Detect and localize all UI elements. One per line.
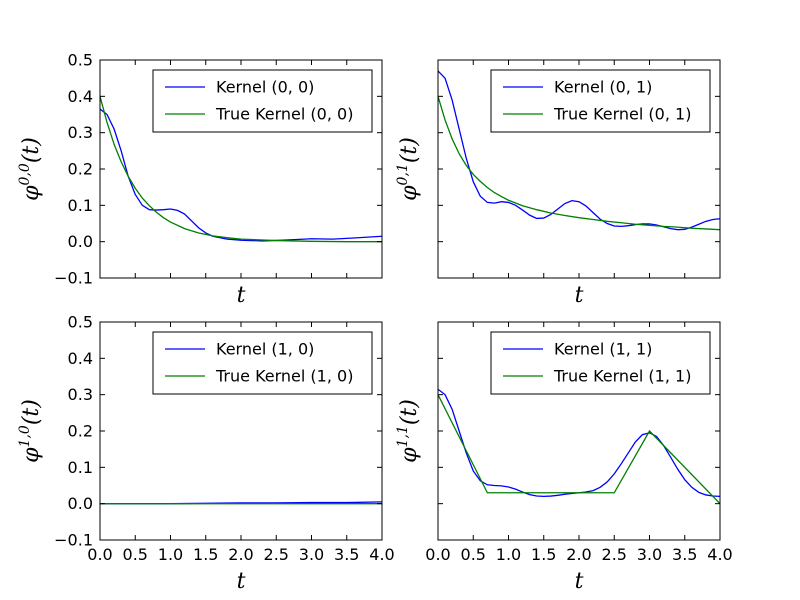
legend-label: True Kernel (1, 0): [215, 367, 353, 386]
y-tick-label: 0.3: [68, 385, 93, 404]
x-tick-label: 2.0: [566, 545, 591, 564]
series-line-1: [438, 394, 720, 505]
x-tick-label: 3.0: [299, 545, 324, 564]
legend-label: True Kernel (1, 1): [553, 367, 691, 386]
chart-panel-2: 0.0 0.5 1.0 1.5 2.0 2.5 3.0 3.5 4.0−0.10.00.10.2…: [17, 313, 395, 595]
axes-frame: [99, 321, 383, 541]
series-line-0: [438, 70, 720, 231]
x-tick-label: 0.5: [123, 545, 148, 564]
x-tick-label: 0.0: [87, 545, 112, 564]
x-tick-label: 4.0: [369, 545, 394, 564]
y-tick-label: 0.2: [68, 422, 93, 441]
x-tick-label: 0.0: [425, 545, 450, 564]
x-tick-label: 1.0: [496, 545, 521, 564]
chart-panel-0: −0.1 0.0 0.1 0.2 0.3 0.4 0.5 t φ0,0(t) Kernel (0,…: [17, 51, 383, 308]
y-tick-label: 0.4: [68, 87, 93, 106]
y-axis-label: φ0,0(t): [17, 137, 44, 201]
legend-label: Kernel (1, 0): [216, 340, 314, 359]
legend-label: True Kernel (0, 1): [553, 105, 691, 124]
chart-panel-1: t φ0,1(t) Kernel (0, 1) True Kernel (0, 1): [395, 59, 721, 308]
x-tick-label: 3.5: [672, 545, 697, 564]
x-tick-label: 1.0: [158, 545, 183, 564]
legend-label: Kernel (1, 1): [554, 340, 652, 359]
y-tick-label: 0.0: [68, 232, 93, 251]
x-tick-label: 3.5: [334, 545, 359, 564]
x-axis-label: t: [575, 569, 584, 594]
legend-label: Kernel (0, 1): [554, 78, 652, 97]
axes-frame: [99, 59, 383, 279]
y-axis-label: φ1,1(t): [395, 399, 422, 463]
series-line-1: [438, 96, 720, 231]
x-tick-label: 0.5: [461, 545, 486, 564]
x-tick-label: 1.5: [193, 545, 218, 564]
x-tick-label: 2.5: [264, 545, 289, 564]
legend-label: True Kernel (0, 0): [215, 105, 353, 124]
legend-box: [490, 69, 711, 133]
legend: Kernel (1, 0) True Kernel (1, 0): [152, 331, 373, 395]
y-tick-label: 0.2: [68, 160, 93, 179]
y-tick-label: 0.1: [68, 196, 93, 215]
x-axis-label: t: [237, 283, 246, 308]
axes-frame: [437, 321, 721, 541]
legend-box: [490, 331, 711, 395]
x-tick-label: 2.0: [228, 545, 253, 564]
x-tick-label: 3.0: [637, 545, 662, 564]
x-axis-label: t: [237, 569, 246, 594]
legend-label: Kernel (0, 0): [216, 78, 314, 97]
chart-panel-3: 0.0 0.5 1.0 1.5 2.0 2.5 3.0 3.5 4.0 t φ1,1(t) Kerne…: [395, 321, 733, 594]
legend: Kernel (0, 0) True Kernel (0, 0): [152, 69, 373, 133]
legend-box: [152, 69, 373, 133]
y-tick-label: 0.3: [68, 123, 93, 142]
axes-frame: [437, 59, 721, 279]
legend: Kernel (1, 1) True Kernel (1, 1): [490, 331, 711, 395]
y-axis-label: φ1,0(t): [17, 399, 44, 463]
y-axis-label: φ0,1(t): [395, 137, 422, 201]
x-axis-label: t: [575, 283, 584, 308]
y-tick-label: 0.5: [68, 313, 93, 332]
y-tick-label: −0.1: [54, 269, 93, 288]
x-tick-label: 1.5: [531, 545, 556, 564]
y-tick-label: 0.0: [68, 494, 93, 513]
series-line-1: [100, 96, 382, 243]
x-tick-label: 4.0: [707, 545, 732, 564]
legend-box: [152, 331, 373, 395]
x-tick-label: 2.5: [602, 545, 627, 564]
y-tick-label: −0.1: [54, 531, 93, 550]
y-tick-label: 0.4: [68, 349, 93, 368]
y-tick-label: 0.1: [68, 458, 93, 477]
y-tick-label: 0.5: [68, 51, 93, 70]
legend: Kernel (0, 1) True Kernel (0, 1): [490, 69, 711, 133]
